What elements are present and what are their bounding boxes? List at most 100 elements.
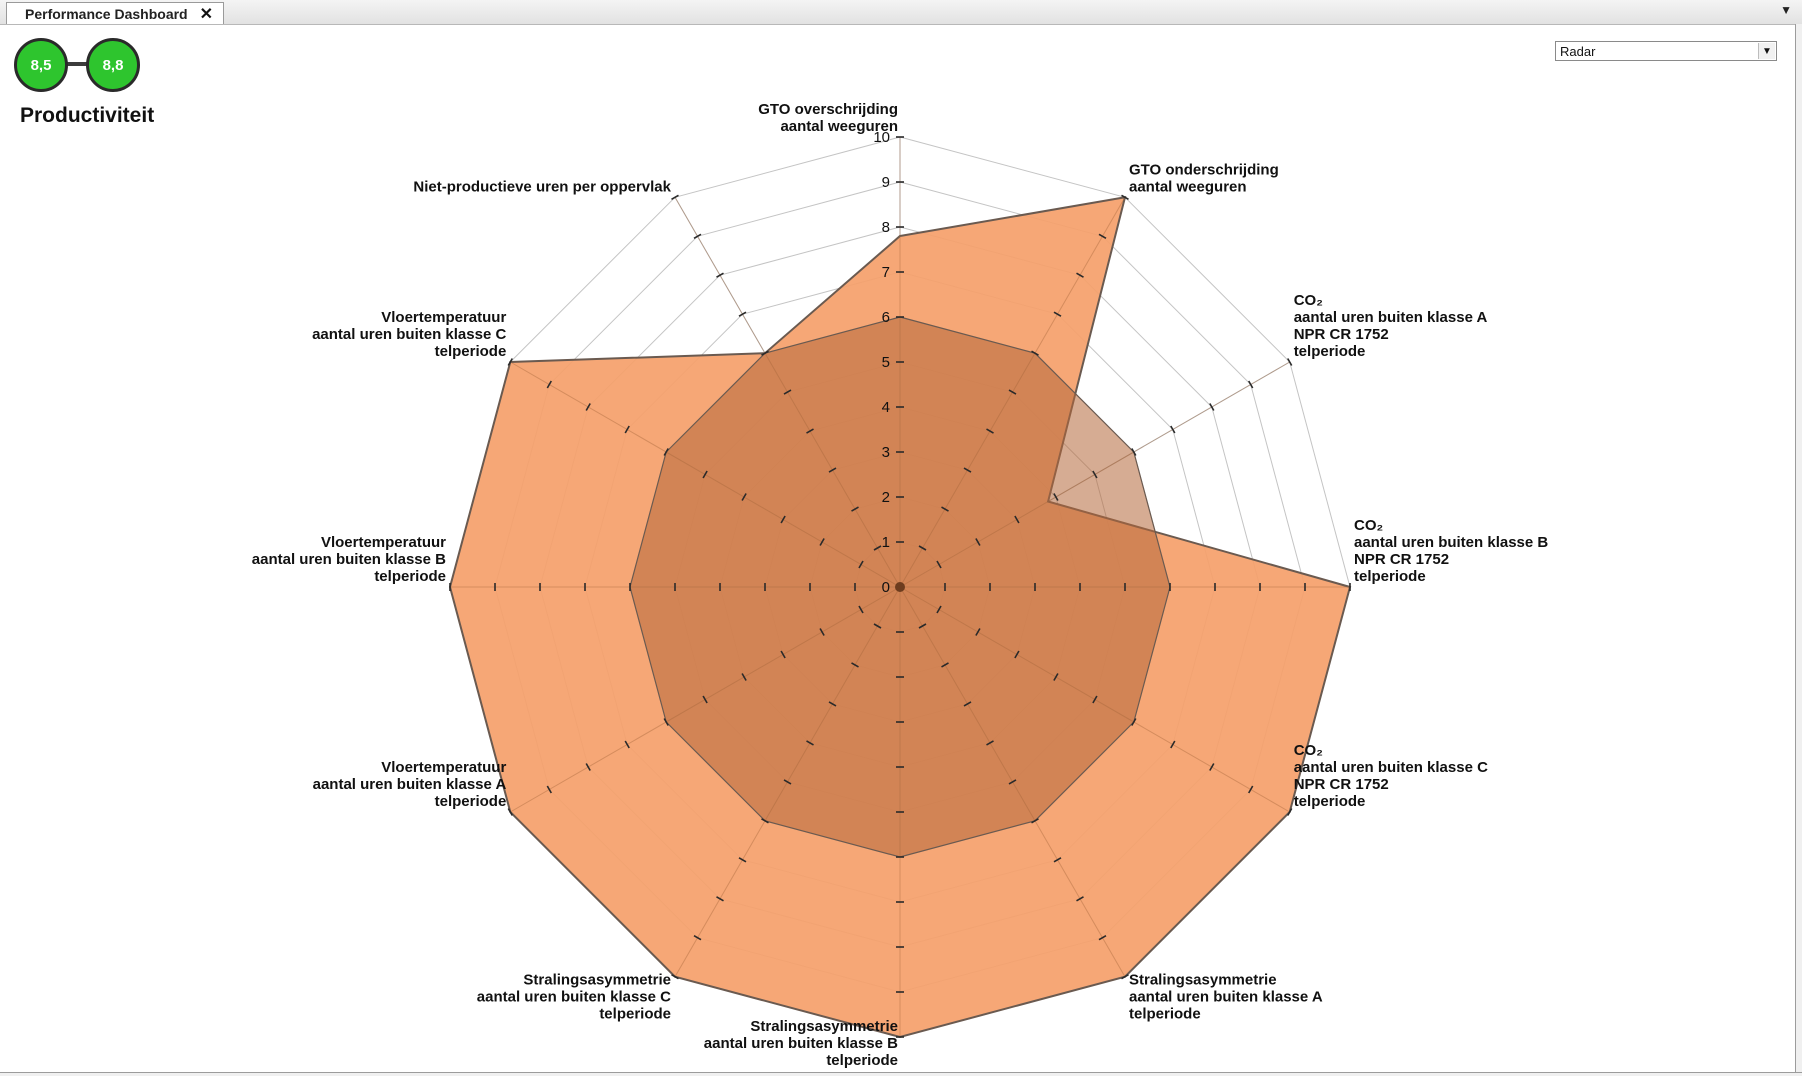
axis-label-line: telperiode bbox=[374, 568, 446, 585]
score-badge-first[interactable]: 8,5 bbox=[14, 38, 68, 92]
tick-mark bbox=[716, 272, 724, 278]
axis-label-line: Vloertemperatuur bbox=[381, 309, 506, 326]
axis-label-line: telperiode bbox=[826, 1052, 898, 1069]
tick-mark bbox=[828, 701, 837, 707]
tick-mark bbox=[986, 428, 994, 434]
tick-mark bbox=[1248, 380, 1254, 389]
tick-mark bbox=[1092, 695, 1098, 704]
axis-label-line: aantal uren buiten klasse C bbox=[1294, 759, 1488, 776]
tick-mark bbox=[671, 974, 679, 980]
axis-label-line: Stralingsasymmetrie bbox=[1129, 972, 1277, 989]
tick-mark bbox=[1170, 740, 1176, 749]
tick-mark bbox=[986, 740, 994, 746]
tick-mark bbox=[1098, 233, 1107, 239]
tick-label: 5 bbox=[882, 354, 890, 371]
tick-mark bbox=[761, 818, 769, 824]
tick-mark bbox=[546, 380, 552, 389]
tick-mark bbox=[851, 662, 859, 668]
tick-mark bbox=[1092, 470, 1098, 479]
tick-label: 1 bbox=[882, 534, 890, 551]
axis-label-line: Vloertemperatuur bbox=[381, 759, 506, 776]
tick-label: 2 bbox=[882, 489, 890, 506]
tick-mark bbox=[975, 538, 981, 546]
tick-mark bbox=[936, 560, 942, 569]
tick-mark bbox=[828, 467, 837, 473]
tick-mark bbox=[963, 467, 972, 473]
axis-label-line: CO₂ bbox=[1294, 292, 1323, 309]
tick-mark bbox=[780, 650, 786, 659]
axis-label-line: Vloertemperatuur bbox=[321, 534, 446, 551]
axis-label-line: CO₂ bbox=[1294, 742, 1323, 759]
chevron-down-icon[interactable]: ▼ bbox=[1780, 3, 1792, 17]
tick-mark bbox=[716, 896, 724, 902]
tick-mark bbox=[546, 785, 552, 794]
axis-label-line: aantal uren buiten klasse C bbox=[477, 989, 671, 1006]
tick-mark bbox=[702, 470, 708, 479]
tick-mark bbox=[663, 448, 669, 456]
tick-mark bbox=[918, 623, 927, 629]
tab-performance-dashboard[interactable]: Performance Dashboard ✕ bbox=[6, 2, 225, 24]
tick-mark bbox=[1076, 272, 1084, 278]
tick-mark bbox=[1209, 763, 1215, 771]
tick-mark bbox=[918, 545, 927, 551]
tick-mark bbox=[693, 935, 702, 941]
tick-mark bbox=[1098, 935, 1107, 941]
tick-mark bbox=[1170, 425, 1176, 434]
tick-mark bbox=[761, 350, 769, 356]
axis-label-line: GTO overschrijding bbox=[758, 101, 898, 118]
axis-label-line: telperiode bbox=[599, 1006, 671, 1023]
tick-label: 10 bbox=[873, 129, 890, 146]
dropdown-arrow-icon[interactable]: ▼ bbox=[1758, 43, 1775, 59]
axis-label-line: aantal uren buiten klasse B bbox=[1354, 534, 1548, 551]
center-marker bbox=[895, 582, 905, 592]
tick-mark bbox=[1053, 857, 1062, 863]
tick-mark bbox=[783, 389, 792, 395]
chart-type-value: Radar bbox=[1560, 43, 1596, 59]
axis-label-line: Stralingsasymmetrie bbox=[523, 972, 671, 989]
close-icon[interactable]: ✕ bbox=[199, 5, 214, 23]
tick-label: 9 bbox=[882, 174, 890, 191]
tick-mark bbox=[1131, 448, 1137, 456]
score-indicators: 8,5 8,8 bbox=[14, 38, 144, 94]
tick-mark bbox=[783, 779, 792, 785]
axis-label-line: telperiode bbox=[1129, 1006, 1201, 1023]
section-title: Productiviteit bbox=[20, 104, 155, 127]
window-frame-bottom bbox=[0, 1072, 1802, 1076]
axis-label-line: telperiode bbox=[1294, 343, 1366, 360]
tab-bar: Performance Dashboard ✕ ▼ bbox=[0, 0, 1802, 25]
tick-label: 7 bbox=[882, 264, 890, 281]
tick-mark bbox=[851, 506, 859, 512]
tick-mark bbox=[507, 808, 513, 816]
axis-label-line: aantal uren buiten klasse B bbox=[704, 1035, 898, 1052]
axis-label-line: telperiode bbox=[435, 343, 507, 360]
tick-mark bbox=[780, 515, 786, 524]
tick-mark bbox=[941, 506, 949, 512]
score-badge-second[interactable]: 8,8 bbox=[86, 38, 140, 92]
tick-mark bbox=[741, 493, 747, 501]
tick-label: 0 bbox=[882, 579, 890, 596]
tick-mark bbox=[858, 605, 864, 614]
tick-mark bbox=[1053, 673, 1059, 681]
tick-label: 6 bbox=[882, 309, 890, 326]
tick-mark bbox=[1053, 311, 1062, 317]
tick-mark bbox=[873, 623, 882, 629]
axis-label-line: aantal weeguren bbox=[780, 118, 898, 135]
axis-label-line: GTO onderschrijding bbox=[1129, 161, 1279, 178]
chart-type-select[interactable]: Radar ▼ bbox=[1555, 41, 1777, 61]
tick-mark bbox=[693, 233, 702, 239]
tick-mark bbox=[1287, 808, 1293, 816]
tick-mark bbox=[1008, 779, 1017, 785]
tick-mark bbox=[585, 763, 591, 771]
tick-mark bbox=[702, 695, 708, 704]
tick-mark bbox=[941, 662, 949, 668]
axis-label-line: Stralingsasymmetrie bbox=[750, 1018, 898, 1035]
tick-mark bbox=[819, 628, 825, 636]
axis-label-line: NPR CR 1752 bbox=[1354, 551, 1449, 568]
